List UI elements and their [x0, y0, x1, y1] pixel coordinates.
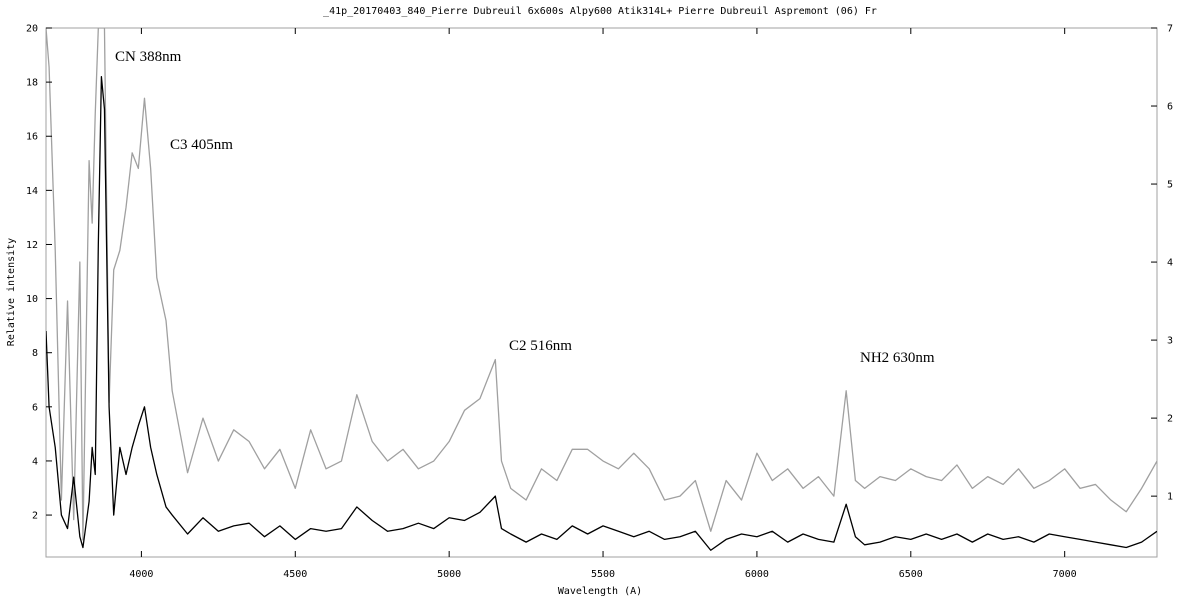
y-tick-label: 12: [26, 240, 38, 251]
y2-tick-label: 2: [1167, 414, 1173, 425]
y-tick-label: 2: [32, 511, 38, 522]
x-tick-label: 4500: [283, 569, 307, 580]
y-tick-label: 6: [32, 402, 38, 413]
y-tick-label: 14: [26, 186, 38, 197]
x-tick-label: 6500: [899, 569, 923, 580]
annotation: CN 388nm: [115, 49, 182, 65]
annotation: C3 405nm: [170, 137, 233, 153]
y-tick-label: 8: [32, 348, 38, 359]
annotation: C2 516nm: [509, 338, 572, 354]
y-tick-label: 18: [26, 78, 38, 89]
y-tick-label: 16: [26, 132, 38, 143]
y2-tick-label: 6: [1167, 102, 1173, 113]
spectrum-line: [46, 28, 1157, 541]
x-tick-label: 7000: [1053, 569, 1077, 580]
y2-tick-label: 7: [1167, 24, 1173, 35]
y2-tick-label: 3: [1167, 336, 1173, 347]
annotation: NH2 630nm: [860, 350, 935, 366]
x-axis-label: Wavelength (A): [558, 586, 642, 597]
y-tick-label: 20: [26, 24, 38, 35]
x-tick-label: 5500: [591, 569, 615, 580]
spectrum-line: [46, 76, 1157, 551]
y-tick-label: 10: [26, 294, 38, 305]
x-tick-label: 4000: [129, 569, 153, 580]
y2-tick-label: 5: [1167, 180, 1173, 191]
y2-tick-label: 1: [1167, 492, 1173, 503]
x-tick-label: 5000: [437, 569, 461, 580]
plot-frame: [45, 27, 1158, 558]
x-tick-label: 6000: [745, 569, 769, 580]
chart-title: _41p_20170403_840_Pierre Dubreuil 6x600s…: [323, 6, 877, 17]
plot-lines: [46, 28, 1157, 551]
y-tick-label: 4: [32, 456, 38, 467]
y-axis-label: Relative intensity: [6, 238, 17, 346]
y2-tick-label: 4: [1167, 258, 1173, 269]
